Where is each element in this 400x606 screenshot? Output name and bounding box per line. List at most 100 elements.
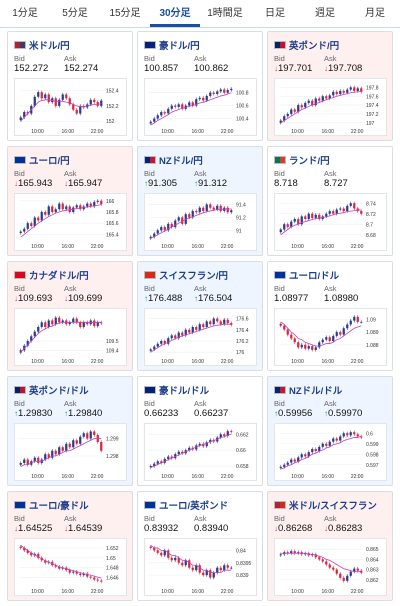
candle-body [223,565,226,571]
pair-name[interactable]: 豪ドル/円 [144,38,200,52]
pair-name[interactable]: 豪ドル/ドル [144,383,209,397]
x-tick-label: 16:00 [191,474,204,480]
bid-price: ↑176.488 [144,293,183,304]
candle-body [19,546,22,548]
candlestick-chart[interactable]: 91.4 91.2 91 10:00 16:00 22:00 [144,193,257,251]
candle-body [226,319,229,324]
up-arrow-icon: ↑ [324,409,328,418]
pair-name[interactable]: 英ポンド/円 [274,38,339,52]
candle-body [153,547,156,551]
tab-timeframe[interactable]: 1分足 [12,8,38,19]
currency-card[interactable]: 米ドル/円 Bid Ask 152.272 152.274 152.4 152.2 152 10… [7,31,133,141]
pair-name[interactable]: 米ドル/スイスフラン [274,498,377,512]
candlestick-chart[interactable]: 1.09 1.089 1.088 10:00 16:00 22:00 [274,308,387,366]
candle-body [82,322,85,327]
candlestick-chart[interactable]: 197.8 197.6 197.4 197.2 197 10:00 16:00 22:00 [274,78,387,136]
tab-timeframe[interactable]: 30分足 [150,0,200,27]
candle-body [96,200,99,202]
candle-body [198,443,201,446]
candle-body [360,321,363,323]
currency-card[interactable]: 英ポンド/円 Bid Ask ↓197.701 ↓197.708 197.8 197.6 19… [267,31,393,141]
tab-timeframe[interactable]: 週足 [315,8,335,19]
candle-body [325,213,328,217]
y-tick-label: 152.4 [106,89,119,95]
pair-name[interactable]: NZドル/ドル [274,383,342,397]
candle-body [79,105,82,114]
candlestick-chart[interactable]: 1.652 1.65 1.648 1.646 10:00 16:00 22:00 [14,538,127,596]
tab-timeframe[interactable]: 5分足 [62,8,88,19]
candlestick-chart[interactable]: 100.8 100.6 100.4 10:00 16:00 22:00 [144,78,257,136]
currency-card[interactable]: ユーロ/英ポンド Bid Ask 0.83932 0.83940 0.84 0.8395 0.… [137,491,263,601]
candle-body [167,550,170,558]
bid-label: Bid [274,54,285,63]
currency-card[interactable]: NZドル/円 Bid Ask ↑91.305 ↑91.312 91.4 91.2 91 10:0… [137,146,263,256]
candlestick-chart[interactable]: 166 165.8 165.6 165.4 10:00 16:00 22:00 [14,193,127,251]
candle-body [177,217,180,221]
currency-card[interactable]: ユーロ/円 Bid Ask ↓165.943 ↓165.947 166 165.8 165.6… [7,146,133,256]
bid-price: ↑1.29830 [14,408,53,419]
candle-body [307,346,310,349]
pair-name[interactable]: 米ドル/円 [14,38,70,52]
currency-card[interactable]: カナダドル/円 Bid Ask ↓109.693 ↓109.699 109.5 109.4 1… [7,261,133,371]
candle-body [79,573,82,576]
candle-body [58,447,61,455]
up-arrow-icon: ↑ [64,409,68,418]
candle-body [346,205,349,212]
y-tick-label: 1.65 [106,556,116,562]
moving-average-line [20,99,102,122]
candle-body [209,570,212,578]
candle-body [156,343,159,347]
moving-average-line [20,321,102,353]
pair-name[interactable]: ユーロ/豪ドル [14,498,89,512]
currency-card[interactable]: ランド/円 Bid Ask 8.718 8.727 8.74 8.72 8.7 8.68 10:0… [267,146,393,256]
candle-body [300,105,303,108]
candle-body [290,109,293,114]
currency-card[interactable]: NZドル/ドル Bid Ask ↑0.59956 ↑0.59970 0.6 0.599 0.5… [267,376,393,486]
pair-name[interactable]: 英ポンド/ドル [14,383,89,397]
flag-icon [144,386,156,394]
ask-price: 152.274 [64,63,99,74]
candle-body [51,450,54,458]
currency-card[interactable]: 英ポンド/ドル Bid Ask ↑1.29830 ↑1.29840 1.299 1.298 1… [7,376,133,486]
ask-price: ↑176.504 [194,293,233,304]
candlestick-chart[interactable]: 0.6 0.599 0.598 0.597 10:00 16:00 22:00 [274,423,387,481]
candle-body [216,205,219,210]
ask-label: Ask [324,399,337,408]
pair-name[interactable]: スイスフラン/円 [144,268,228,282]
x-tick-label: 16:00 [191,589,204,595]
tab-timeframe[interactable]: 15分足 [109,8,141,19]
currency-card[interactable]: 米ドル/スイスフラン Bid Ask ↓0.86268 ↓0.86283 0.865 0.8… [267,491,393,601]
bid-label: Bid [274,284,285,293]
candle-body [75,571,78,574]
candle-body [61,567,64,569]
currency-card[interactable]: 豪ドル/円 Bid Ask 100.857 100.862 100.8 100.6 100.4… [137,31,263,141]
candle-body [65,443,68,451]
candlestick-chart[interactable]: 109.5 109.4 10:00 16:00 22:00 [14,308,127,366]
candlestick-chart[interactable]: 0.662 0.66 0.658 10:00 16:00 22:00 [144,423,257,481]
tab-timeframe[interactable]: 月足 [365,8,385,19]
currency-card[interactable]: 豪ドル/ドル Bid Ask 0.66233 0.66237 0.662 0.66 0.658… [137,376,263,486]
candlestick-chart[interactable]: 176.6 176.4 176.2 176 10:00 16:00 22:00 [144,308,257,366]
candlestick-chart[interactable]: 8.74 8.72 8.7 8.68 10:00 16:00 22:00 [274,193,387,251]
candlestick-chart[interactable]: 0.865 0.864 0.863 0.862 10:00 16:00 22:00 [274,538,387,596]
tab-timeframe[interactable]: 1時間足 [207,8,243,19]
x-tick-label: 16:00 [61,589,74,595]
flag-icon [274,41,286,49]
candlestick-chart[interactable]: 0.84 0.8395 0.839 10:00 16:00 22:00 [144,538,257,596]
pair-name[interactable]: NZドル/円 [144,153,203,167]
candlestick-chart[interactable]: 152.4 152.2 152 10:00 16:00 22:00 [14,78,127,136]
x-tick-label: 16:00 [61,129,74,135]
currency-card[interactable]: ユーロ/ドル Bid Ask 1.08977 1.08980 1.09 1.089 1.088… [267,261,393,371]
pair-name[interactable]: ユーロ/英ポンド [144,498,228,512]
candle-body [342,328,345,335]
candlestick-chart[interactable]: 1.299 1.298 10:00 16:00 22:00 [14,423,127,481]
pair-name[interactable]: カナダドル/円 [14,268,89,282]
candle-body [58,566,61,569]
tab-timeframe[interactable]: 日足 [265,8,285,19]
pair-name[interactable]: ユーロ/ドル [274,268,339,282]
pair-name[interactable]: ユーロ/円 [14,153,70,167]
pair-name[interactable]: ランド/円 [274,153,330,167]
flag-icon [14,386,26,394]
currency-card[interactable]: スイスフラン/円 Bid Ask ↑176.488 ↑176.504 176.6 176.4… [137,261,263,371]
currency-card[interactable]: ユーロ/豪ドル Bid Ask ↓1.64525 ↓1.64539 1.652 1.65 1.… [7,491,133,601]
